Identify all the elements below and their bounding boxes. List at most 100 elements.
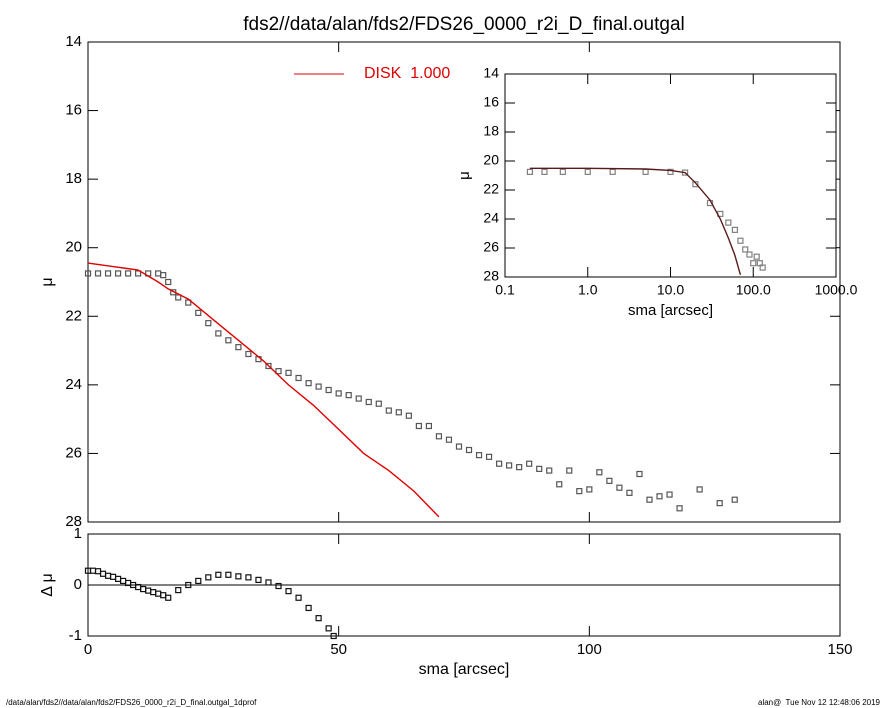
data-point [325, 386, 332, 394]
x-tick-label: 1000.0 [815, 282, 858, 298]
data-point [345, 392, 352, 399]
data-point [465, 446, 473, 454]
data-point [731, 226, 738, 233]
data-point [225, 337, 232, 344]
x-axis-label: sma [arcsec] [419, 661, 510, 678]
data-point [606, 477, 613, 484]
data-point [275, 582, 282, 590]
data-point [245, 574, 252, 581]
data-point [165, 278, 172, 286]
data-point [315, 383, 322, 390]
data-point [365, 398, 372, 406]
y-tick-label: 22 [483, 181, 499, 197]
data-point [566, 467, 573, 474]
data-point [295, 374, 302, 382]
data-point [666, 491, 673, 498]
x-tick-label: 100.0 [736, 282, 771, 298]
data-point [215, 571, 222, 578]
x-tick-label: 0.1 [495, 282, 515, 298]
data-point [559, 168, 566, 175]
y-tick-label: 18 [483, 123, 499, 139]
data-point [541, 168, 548, 175]
data-point [526, 460, 533, 467]
data-point [576, 488, 583, 495]
data-point [435, 433, 443, 440]
data-point [245, 350, 252, 358]
data-point [737, 237, 744, 244]
data-point [255, 576, 262, 584]
data-point [759, 264, 766, 271]
data-point [330, 632, 337, 640]
x-tick-label: 50 [330, 641, 347, 658]
y-tick-label: 14 [483, 65, 499, 81]
x-tick-label: 10.0 [657, 282, 684, 298]
plot-frame [504, 73, 837, 278]
data-point [445, 436, 453, 443]
data-point [275, 368, 282, 375]
legend-label: DISK 1.000 [364, 65, 450, 82]
data-point [160, 272, 167, 279]
data-point [295, 594, 302, 601]
data-point [616, 484, 623, 491]
y-axis-label: μ [456, 171, 473, 180]
data-point [405, 412, 412, 419]
data-point [315, 615, 322, 622]
data-point [636, 470, 643, 478]
data-point [731, 496, 738, 503]
data-point [716, 500, 723, 507]
data-point [506, 462, 513, 469]
data-point [696, 486, 703, 493]
data-point [692, 181, 699, 188]
y-axis-label: μ [39, 277, 56, 286]
data-point [475, 452, 483, 459]
model-line [87, 262, 440, 518]
data-point [185, 299, 192, 306]
y-tick-label: 28 [483, 268, 499, 284]
chart-title: fds2//data/alan/fds2/FDS26_0000_r2i_D_fi… [243, 14, 685, 35]
data-point [485, 453, 493, 460]
y-tick-label: 16 [483, 94, 499, 110]
data-point [215, 330, 222, 337]
data-point [265, 362, 272, 370]
data-point [646, 496, 653, 503]
data-point [175, 586, 182, 594]
data-point [355, 395, 362, 402]
footer-left: /data/alan/fds2//data/alan/fds2/FDS26_00… [6, 698, 257, 707]
data-point [305, 604, 312, 612]
data-point [175, 294, 182, 301]
data-point [753, 253, 760, 260]
data-point [185, 581, 192, 589]
data-point [225, 571, 232, 578]
data-point [596, 469, 603, 476]
x-tick-label: 1.0 [578, 282, 598, 298]
data-point [94, 270, 102, 277]
y-tick-label: 24 [65, 376, 82, 393]
y-axis-label: Δ μ [39, 573, 56, 596]
data-point [536, 465, 543, 472]
data-point [750, 260, 757, 267]
data-point [415, 422, 422, 430]
data-point [84, 270, 92, 277]
y-tick-label: 1 [74, 525, 82, 542]
data-point [135, 270, 142, 277]
data-point [375, 400, 382, 407]
data-point [526, 168, 534, 175]
data-point [609, 168, 616, 175]
y-tick-label: 22 [65, 307, 82, 324]
data-point [235, 573, 242, 580]
data-point [656, 493, 663, 500]
data-point [195, 577, 202, 585]
data-point [325, 625, 332, 632]
y-tick-label: 0 [74, 576, 82, 593]
data-point [104, 270, 112, 277]
y-tick-label: 18 [65, 170, 82, 187]
y-tick-label: 26 [483, 239, 499, 255]
data-point [742, 246, 749, 253]
data-point [746, 251, 753, 258]
data-point [265, 579, 272, 586]
data-point [285, 588, 292, 595]
y-tick-label: 26 [65, 444, 82, 461]
data-point [235, 344, 242, 351]
